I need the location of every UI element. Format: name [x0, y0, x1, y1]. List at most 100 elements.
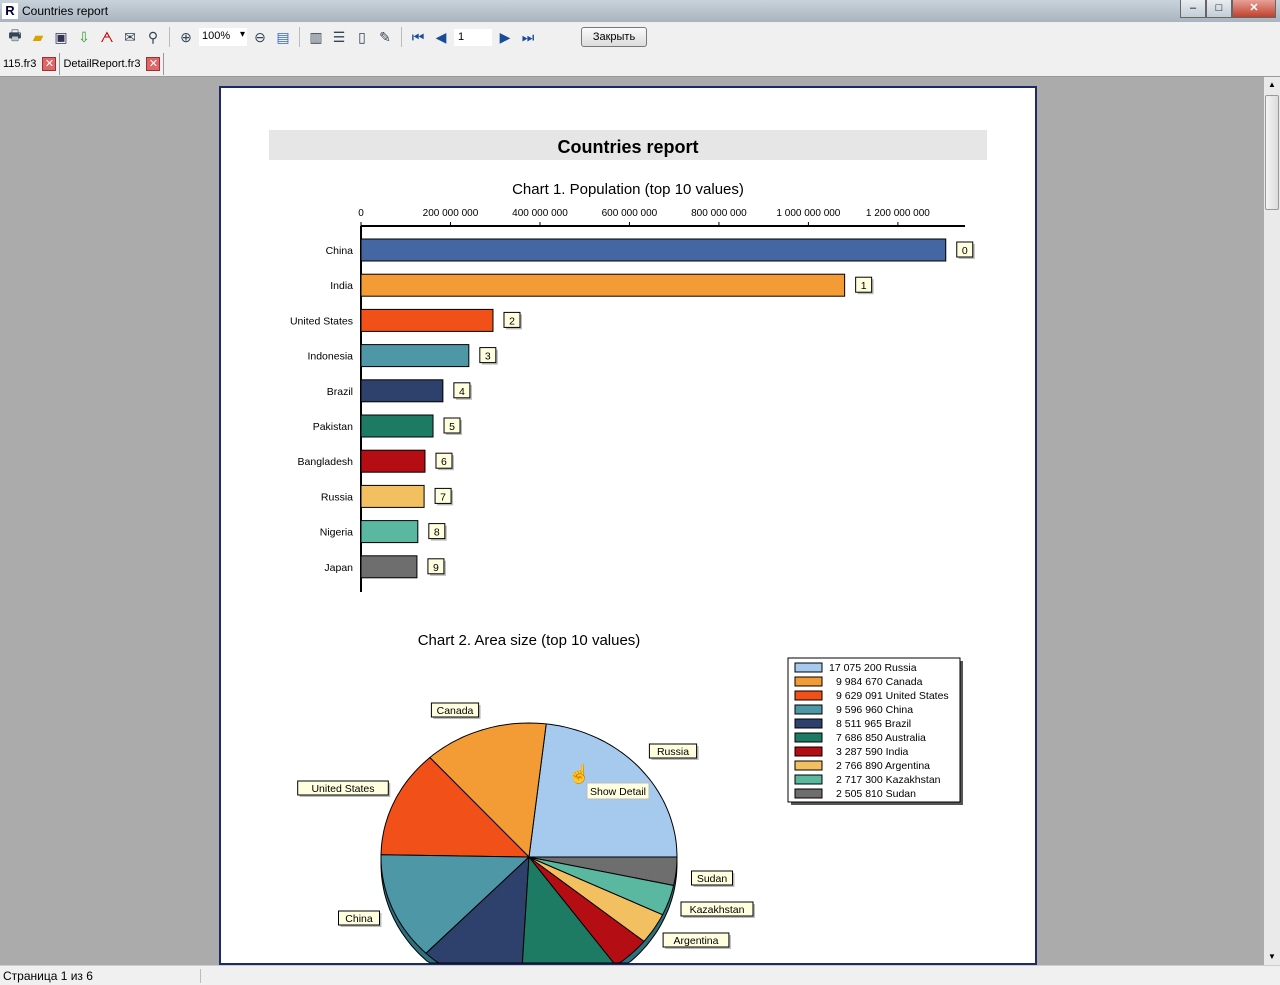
slice-label-box	[680, 901, 754, 917]
save-icon[interactable]: ▣	[54, 28, 68, 45]
y-tick-label: Nigeria	[320, 527, 353, 539]
x-tick-label: 200 000 000	[423, 208, 479, 219]
bar-indonesia[interactable]	[360, 344, 470, 368]
open-icon[interactable]: ▰	[32, 28, 44, 45]
page-settings-icon[interactable]: ▥	[309, 28, 323, 45]
tab-detailreport[interactable]: DetailReport.fr3 ✕	[60, 53, 165, 75]
thumbnails-icon[interactable]: ▯	[358, 28, 366, 45]
bar-brazil[interactable]	[360, 379, 444, 403]
pie-slice-sudan[interactable]	[528, 856, 678, 886]
slice-label-box	[662, 932, 730, 948]
email-icon[interactable]: ✉	[124, 28, 136, 45]
y-tick-label: Japan	[324, 562, 353, 574]
zoom-select[interactable]: 100%	[199, 28, 247, 46]
data-label-box	[855, 276, 873, 293]
fullscreen-icon[interactable]: ▤	[276, 28, 290, 45]
tab-115[interactable]: 115.fr3 ✕	[0, 53, 61, 75]
slice-label: United States	[311, 783, 374, 795]
x-tick-label: 600 000 000	[602, 208, 658, 219]
zoom-in-icon[interactable]: ⊕	[180, 28, 192, 45]
y-tick-label: Russia	[321, 491, 353, 503]
data-label: 0	[962, 245, 968, 257]
pie-slice-brazil[interactable]	[425, 855, 530, 964]
last-page-icon[interactable]: ⏭	[521, 28, 535, 45]
bar-india[interactable]	[360, 273, 846, 297]
next-page-icon[interactable]: ▶	[499, 28, 511, 45]
minimize-button[interactable]: ‒	[1180, 0, 1206, 18]
scroll-up-icon[interactable]: ▲	[1268, 80, 1276, 89]
legend-item: 3 287 590 India	[836, 746, 909, 758]
bar-nigeria[interactable]	[360, 520, 419, 544]
app-logo-icon: R	[2, 3, 18, 19]
maximize-button[interactable]: □	[1206, 0, 1232, 18]
data-label-box	[428, 523, 446, 540]
vertical-scrollbar[interactable]: ▲ ▼	[1264, 77, 1280, 965]
legend-item: 9 984 670 Canada	[836, 676, 923, 688]
data-label: 5	[449, 421, 455, 433]
legend-swatch	[794, 704, 823, 715]
legend-item: 9 596 960 China	[836, 704, 913, 716]
print-icon[interactable]: 🖶	[8, 27, 22, 43]
data-label-box	[427, 558, 445, 575]
bar-pakistan[interactable]	[360, 414, 434, 438]
close-button[interactable]: Закрыть	[581, 27, 647, 47]
legend-item: 2 717 300 Kazakhstan	[836, 774, 941, 786]
y-tick-label: India	[330, 280, 353, 292]
legend-item: 7 686 850 Australia	[836, 732, 926, 744]
pie-slice-india[interactable]	[528, 856, 645, 964]
first-page-icon[interactable]: ⏮	[411, 28, 425, 45]
close-window-button[interactable]: ✕	[1232, 0, 1276, 18]
data-label-box	[435, 452, 453, 469]
legend-swatch	[794, 732, 823, 743]
legend-swatch	[794, 662, 823, 673]
pie-slice-kazakhstan[interactable]	[528, 856, 675, 916]
legend-item: 2 505 810 Sudan	[836, 788, 916, 800]
close-tab-icon[interactable]: ✕	[146, 57, 161, 71]
chart1-title: Chart 1. Population (top 10 values)	[512, 181, 744, 198]
tab-bar: 115.fr3 ✕ DetailReport.fr3 ✕	[0, 52, 1280, 77]
data-label: 1	[861, 280, 867, 292]
legend-swatch	[794, 718, 823, 729]
data-label: 2	[509, 315, 515, 327]
bar-united-states[interactable]	[360, 308, 494, 332]
y-tick-label: Pakistan	[313, 421, 353, 433]
slice-label: Sudan	[697, 873, 728, 885]
hand-cursor-icon: ☝	[568, 763, 590, 785]
report-viewport[interactable]: Countries report Chart 1. Population (to…	[0, 77, 1264, 965]
legend-swatch	[794, 760, 823, 771]
slice-label: Kazakhstan	[690, 904, 745, 916]
pie-slice-australia[interactable]	[521, 855, 615, 964]
slice-label: Argentina	[674, 935, 719, 947]
outline-icon[interactable]: ☰	[332, 28, 346, 45]
data-label-box	[956, 241, 974, 258]
prev-page-icon[interactable]: ◀	[435, 28, 447, 45]
zoom-out-icon[interactable]: ⊖	[254, 28, 266, 45]
pie-slice-canada[interactable]	[429, 722, 547, 859]
edit-icon[interactable]: ✎	[379, 28, 391, 45]
bar-russia[interactable]	[360, 484, 425, 508]
x-tick-label: 1 200 000 000	[866, 208, 930, 219]
slice-label-box	[338, 910, 380, 926]
pie-slice-china[interactable]	[380, 854, 531, 954]
pie-slice-argentina[interactable]	[528, 856, 664, 942]
page-number-input[interactable]: 1	[454, 28, 492, 46]
pie-slice-united-states[interactable]	[380, 756, 531, 858]
data-label-box	[434, 487, 452, 504]
legend-swatch	[794, 690, 823, 701]
legend-item: 9 629 091 United States	[836, 690, 949, 702]
title-bar: R Countries report ‒ □ ✕	[0, 0, 1280, 22]
export-icon[interactable]: ⇩	[78, 28, 90, 45]
close-tab-icon[interactable]: ✕	[42, 57, 57, 71]
bar-japan[interactable]	[360, 555, 418, 579]
data-label-box	[453, 382, 471, 399]
pdf-icon[interactable]: ᗅ	[100, 28, 114, 45]
data-label: 9	[433, 562, 439, 574]
slice-label-box	[648, 743, 698, 759]
bar-bangladesh[interactable]	[360, 449, 426, 473]
find-icon[interactable]: ⚲	[147, 28, 159, 45]
y-tick-label: China	[326, 245, 354, 257]
scroll-down-icon[interactable]: ▼	[1268, 952, 1276, 961]
scroll-thumb[interactable]	[1265, 95, 1279, 210]
bar-china[interactable]	[360, 238, 947, 262]
status-bar: Страница 1 из 6	[0, 965, 1280, 985]
